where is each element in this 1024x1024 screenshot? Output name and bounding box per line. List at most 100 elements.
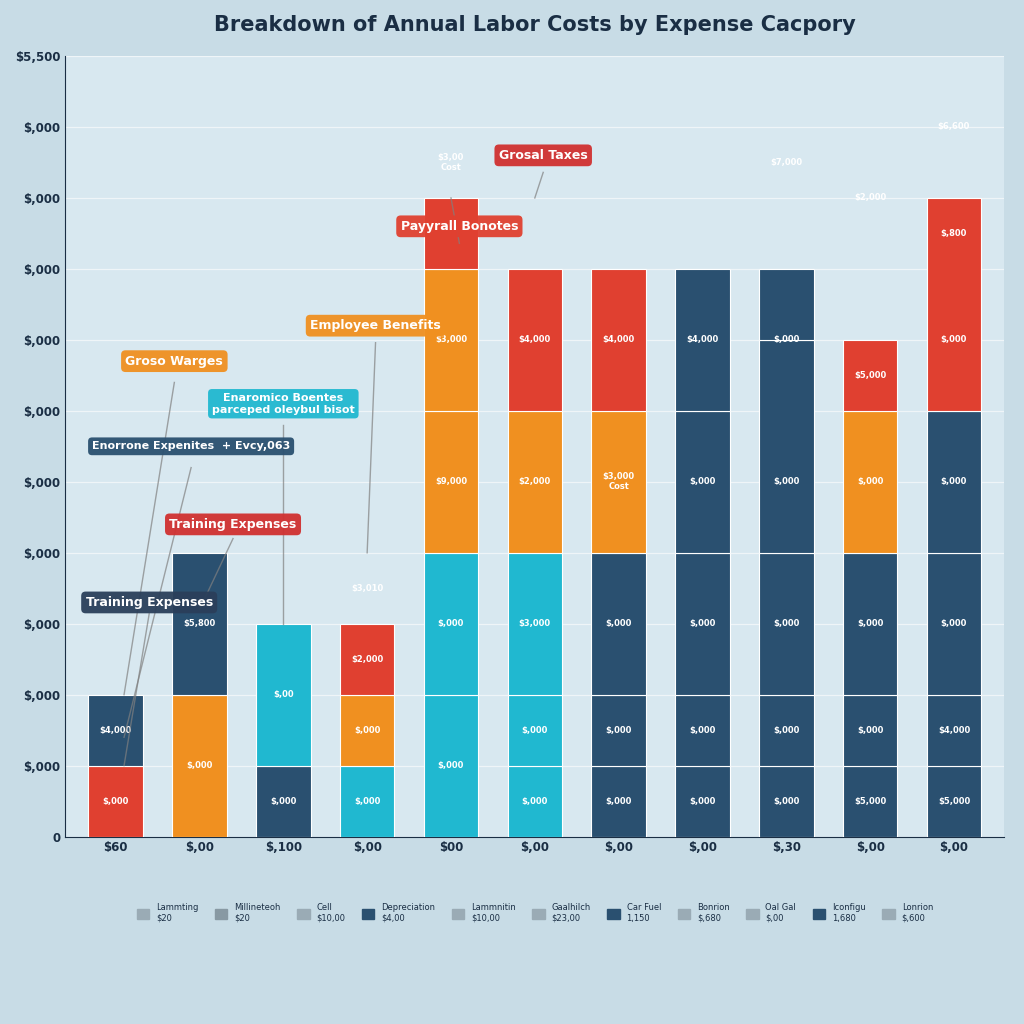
Text: $,000: $,000	[605, 726, 632, 734]
Text: $,000: $,000	[689, 726, 716, 734]
Bar	[843, 411, 897, 553]
Bar	[927, 694, 981, 766]
Bar	[172, 694, 226, 837]
Text: $2,000: $2,000	[351, 654, 383, 664]
Bar	[759, 766, 813, 837]
Bar	[508, 269, 562, 411]
Text: $5,000: $5,000	[854, 797, 887, 806]
Bar	[675, 694, 730, 766]
Bar	[424, 553, 478, 694]
Text: $,000: $,000	[857, 477, 884, 486]
Text: $4,000: $4,000	[99, 726, 132, 734]
Bar	[592, 553, 646, 694]
Text: $3,00
Cost: $3,00 Cost	[438, 153, 464, 172]
Text: $,000: $,000	[438, 620, 464, 629]
Text: $,000: $,000	[270, 797, 297, 806]
Bar	[508, 411, 562, 553]
Text: Training Expenses: Training Expenses	[169, 518, 297, 530]
Text: $4,000: $4,000	[686, 336, 719, 344]
Text: $4,000: $4,000	[519, 336, 551, 344]
Text: Payyrall Bonotes: Payyrall Bonotes	[400, 220, 518, 232]
Text: Groso Warges: Groso Warges	[126, 354, 223, 368]
Text: $,000: $,000	[438, 761, 464, 770]
Text: $,000: $,000	[773, 477, 800, 486]
Bar	[927, 553, 981, 694]
Text: $,000: $,000	[354, 797, 380, 806]
Bar	[508, 553, 562, 694]
Bar	[88, 766, 143, 837]
Bar	[927, 411, 981, 553]
Bar	[675, 411, 730, 553]
Bar	[592, 694, 646, 766]
Text: $7,000: $7,000	[770, 158, 803, 167]
Text: $,000: $,000	[941, 477, 967, 486]
Bar	[508, 766, 562, 837]
Text: $5,800: $5,800	[183, 620, 216, 629]
Bar	[759, 269, 813, 340]
Bar	[592, 269, 646, 411]
Text: Employee Benefits: Employee Benefits	[310, 319, 441, 332]
Text: $3,010: $3,010	[351, 584, 383, 593]
Text: $,000: $,000	[354, 726, 380, 734]
Text: $,000: $,000	[941, 336, 967, 344]
Text: $3,000: $3,000	[519, 620, 551, 629]
Text: $,000: $,000	[186, 761, 213, 770]
Bar	[843, 766, 897, 837]
Bar	[88, 694, 143, 766]
Title: Breakdown of Annual Labor Costs by Expense Cacpory: Breakdown of Annual Labor Costs by Expen…	[214, 15, 856, 35]
Bar	[843, 553, 897, 694]
Bar	[843, 340, 897, 411]
Text: $,000: $,000	[773, 726, 800, 734]
Bar	[424, 411, 478, 553]
Text: Enaromico Boentes
parceped oleybul bisot: Enaromico Boentes parceped oleybul bisot	[212, 393, 354, 415]
Text: Training Expenses: Training Expenses	[86, 596, 213, 609]
Text: $4,000: $4,000	[938, 726, 970, 734]
Text: $,000: $,000	[941, 620, 967, 629]
Text: $,000: $,000	[605, 620, 632, 629]
Text: $,00: $,00	[273, 690, 294, 699]
Bar	[927, 198, 981, 411]
Text: $,000: $,000	[605, 797, 632, 806]
Text: $5,000: $5,000	[938, 797, 970, 806]
Text: $6,600: $6,600	[938, 123, 970, 131]
Text: $,000: $,000	[689, 477, 716, 486]
Text: $,000: $,000	[689, 797, 716, 806]
Text: $2,000: $2,000	[519, 477, 551, 486]
Bar	[340, 694, 394, 766]
Text: $,000: $,000	[521, 797, 548, 806]
Text: $5,000: $5,000	[854, 371, 887, 380]
Text: $,000: $,000	[773, 797, 800, 806]
Legend: Lammting
$20, Millineteoh
$20, Cell
$10,00, Depreciation
$4,00, Lammnitin
$10,00: Lammting $20, Millineteoh $20, Cell $10,…	[133, 900, 936, 926]
Bar	[592, 766, 646, 837]
Bar	[675, 269, 730, 411]
Bar	[424, 198, 478, 269]
Bar	[843, 694, 897, 766]
Bar	[508, 694, 562, 766]
Bar	[675, 766, 730, 837]
Text: Grosal Taxes: Grosal Taxes	[499, 148, 588, 162]
Bar	[172, 553, 226, 694]
Bar	[592, 411, 646, 553]
Bar	[675, 553, 730, 694]
Bar	[759, 694, 813, 766]
Text: $9,000: $9,000	[435, 477, 467, 486]
Text: $,000: $,000	[773, 336, 800, 344]
Bar	[927, 766, 981, 837]
Bar	[759, 553, 813, 694]
Text: $,000: $,000	[773, 620, 800, 629]
Bar	[256, 624, 310, 766]
Bar	[424, 269, 478, 411]
Text: $,000: $,000	[521, 726, 548, 734]
Text: $2,000: $2,000	[854, 194, 887, 203]
Bar	[424, 694, 478, 837]
Text: $,000: $,000	[857, 726, 884, 734]
Bar	[340, 766, 394, 837]
Text: $,000: $,000	[857, 620, 884, 629]
Text: $3,000: $3,000	[435, 336, 467, 344]
Text: $3,000
Cost: $3,000 Cost	[602, 472, 635, 492]
Bar	[759, 340, 813, 553]
Text: $,800: $,800	[941, 229, 967, 238]
Text: $,000: $,000	[102, 797, 129, 806]
Bar	[340, 624, 394, 694]
Bar	[256, 766, 310, 837]
